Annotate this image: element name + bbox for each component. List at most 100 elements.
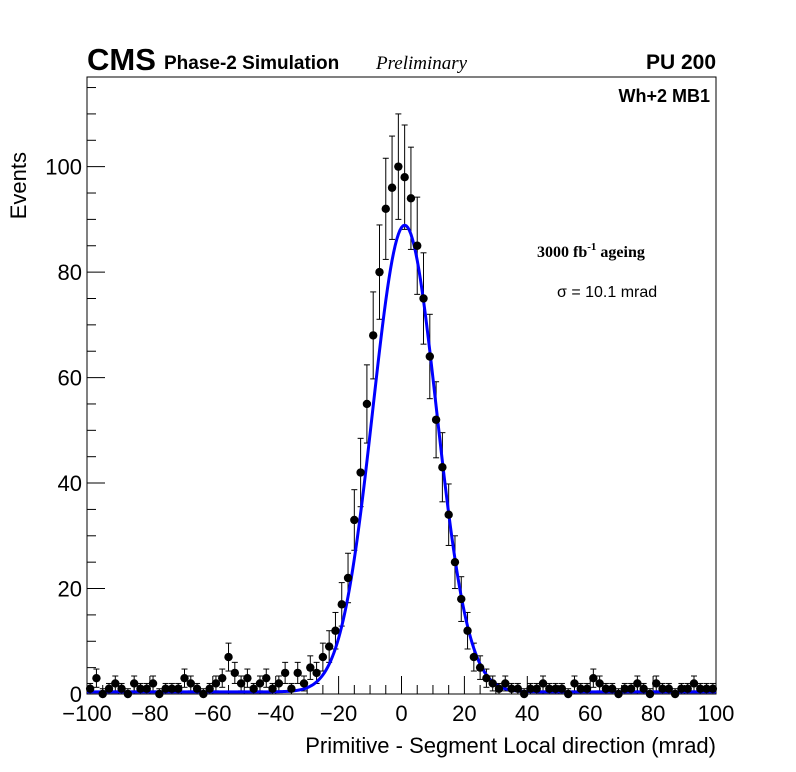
x-tick-label: −40 xyxy=(257,701,294,726)
data-point xyxy=(683,684,692,693)
data-point xyxy=(318,652,328,662)
data-point xyxy=(167,684,177,693)
ageing-suffix: ageing xyxy=(596,244,644,261)
data-point xyxy=(236,679,246,688)
data-point xyxy=(614,689,623,699)
data-point xyxy=(155,689,164,699)
data-point xyxy=(532,684,541,693)
data-point xyxy=(664,684,674,693)
data-point xyxy=(645,689,655,699)
data-point xyxy=(538,679,548,688)
x-axis-title: Primitive - Segment Local direction (mra… xyxy=(305,733,716,758)
data-point xyxy=(507,684,516,693)
data-point xyxy=(224,652,233,662)
x-tick-label: −100 xyxy=(62,701,112,726)
data-point xyxy=(136,684,145,693)
x-tick-label: 60 xyxy=(578,701,602,726)
data-point xyxy=(368,331,378,340)
data-point xyxy=(293,668,302,678)
data-point xyxy=(670,689,680,699)
data-point xyxy=(280,668,290,678)
data-point xyxy=(268,684,277,693)
data-point xyxy=(142,684,151,693)
data-point xyxy=(526,684,535,693)
data-point xyxy=(299,679,309,688)
data-point xyxy=(431,415,441,424)
pileup-label: PU 200 xyxy=(646,51,716,74)
data-point xyxy=(394,162,403,171)
data-point xyxy=(218,673,227,683)
data-point xyxy=(274,679,284,688)
data-point xyxy=(557,684,567,693)
chamber-label: Wh+2 MB1 xyxy=(618,86,710,106)
data-point xyxy=(104,684,114,693)
data-point xyxy=(387,183,397,192)
data-point xyxy=(362,399,372,409)
data-point xyxy=(117,684,126,693)
data-point xyxy=(199,689,208,699)
data-point xyxy=(406,194,416,203)
data-point xyxy=(589,673,598,683)
data-point xyxy=(312,668,321,678)
data-point xyxy=(658,684,667,693)
data-point xyxy=(563,689,573,699)
data-point xyxy=(375,267,384,277)
x-tick-label: −60 xyxy=(194,701,231,726)
y-tick-label: 100 xyxy=(45,155,82,180)
y-tick-label: 20 xyxy=(58,577,82,602)
data-point xyxy=(331,626,340,635)
y-tick-label: 0 xyxy=(70,682,82,707)
data-point xyxy=(129,679,139,688)
data-point xyxy=(570,679,579,688)
data-point xyxy=(626,684,636,693)
data-point xyxy=(677,684,686,693)
data-point xyxy=(475,663,485,672)
data-point xyxy=(92,673,101,683)
data-point xyxy=(249,684,258,693)
data-point xyxy=(551,684,560,693)
data-point xyxy=(337,600,346,609)
axis-tick-labels: −100 −80 −60 −40 −20 0 20 40 60 80 100 0 20 40 60 80 100 xyxy=(45,155,734,726)
data-point xyxy=(255,679,265,688)
data-point xyxy=(262,673,271,683)
data-point xyxy=(519,689,529,699)
data-point xyxy=(620,684,629,693)
x-tick-label: −20 xyxy=(320,701,357,726)
data-point xyxy=(689,679,699,688)
data-point xyxy=(419,294,428,303)
x-tick-label: 0 xyxy=(395,701,407,726)
data-point xyxy=(457,594,466,604)
cms-label: CMS xyxy=(87,42,156,77)
data-point xyxy=(211,679,221,688)
data-point xyxy=(444,510,453,519)
x-tick-label: 80 xyxy=(641,701,665,726)
y-axis-title: Events xyxy=(6,152,31,219)
data-point xyxy=(545,684,554,693)
data-point xyxy=(696,684,705,693)
x-tick-label: −80 xyxy=(131,701,168,726)
data-point xyxy=(243,673,252,683)
data-point xyxy=(488,679,497,688)
data-point xyxy=(450,557,460,567)
data-point xyxy=(186,679,195,688)
data-point xyxy=(161,684,170,693)
data-point xyxy=(601,684,611,693)
data-markers xyxy=(85,162,718,699)
data-point xyxy=(85,684,95,693)
data-point xyxy=(595,679,604,688)
data-point xyxy=(356,468,365,477)
preliminary-label: Preliminary xyxy=(375,53,468,74)
data-point xyxy=(582,684,592,693)
data-point xyxy=(576,684,585,693)
data-point xyxy=(639,684,648,693)
y-tick-label: 40 xyxy=(58,471,82,496)
data-point xyxy=(148,679,158,688)
data-point xyxy=(343,573,353,583)
data-point xyxy=(111,679,120,688)
x-tick-label: 40 xyxy=(515,701,539,726)
data-point xyxy=(425,352,435,361)
data-point xyxy=(400,172,409,182)
y-tick-label: 80 xyxy=(58,260,82,285)
data-point xyxy=(306,663,315,672)
